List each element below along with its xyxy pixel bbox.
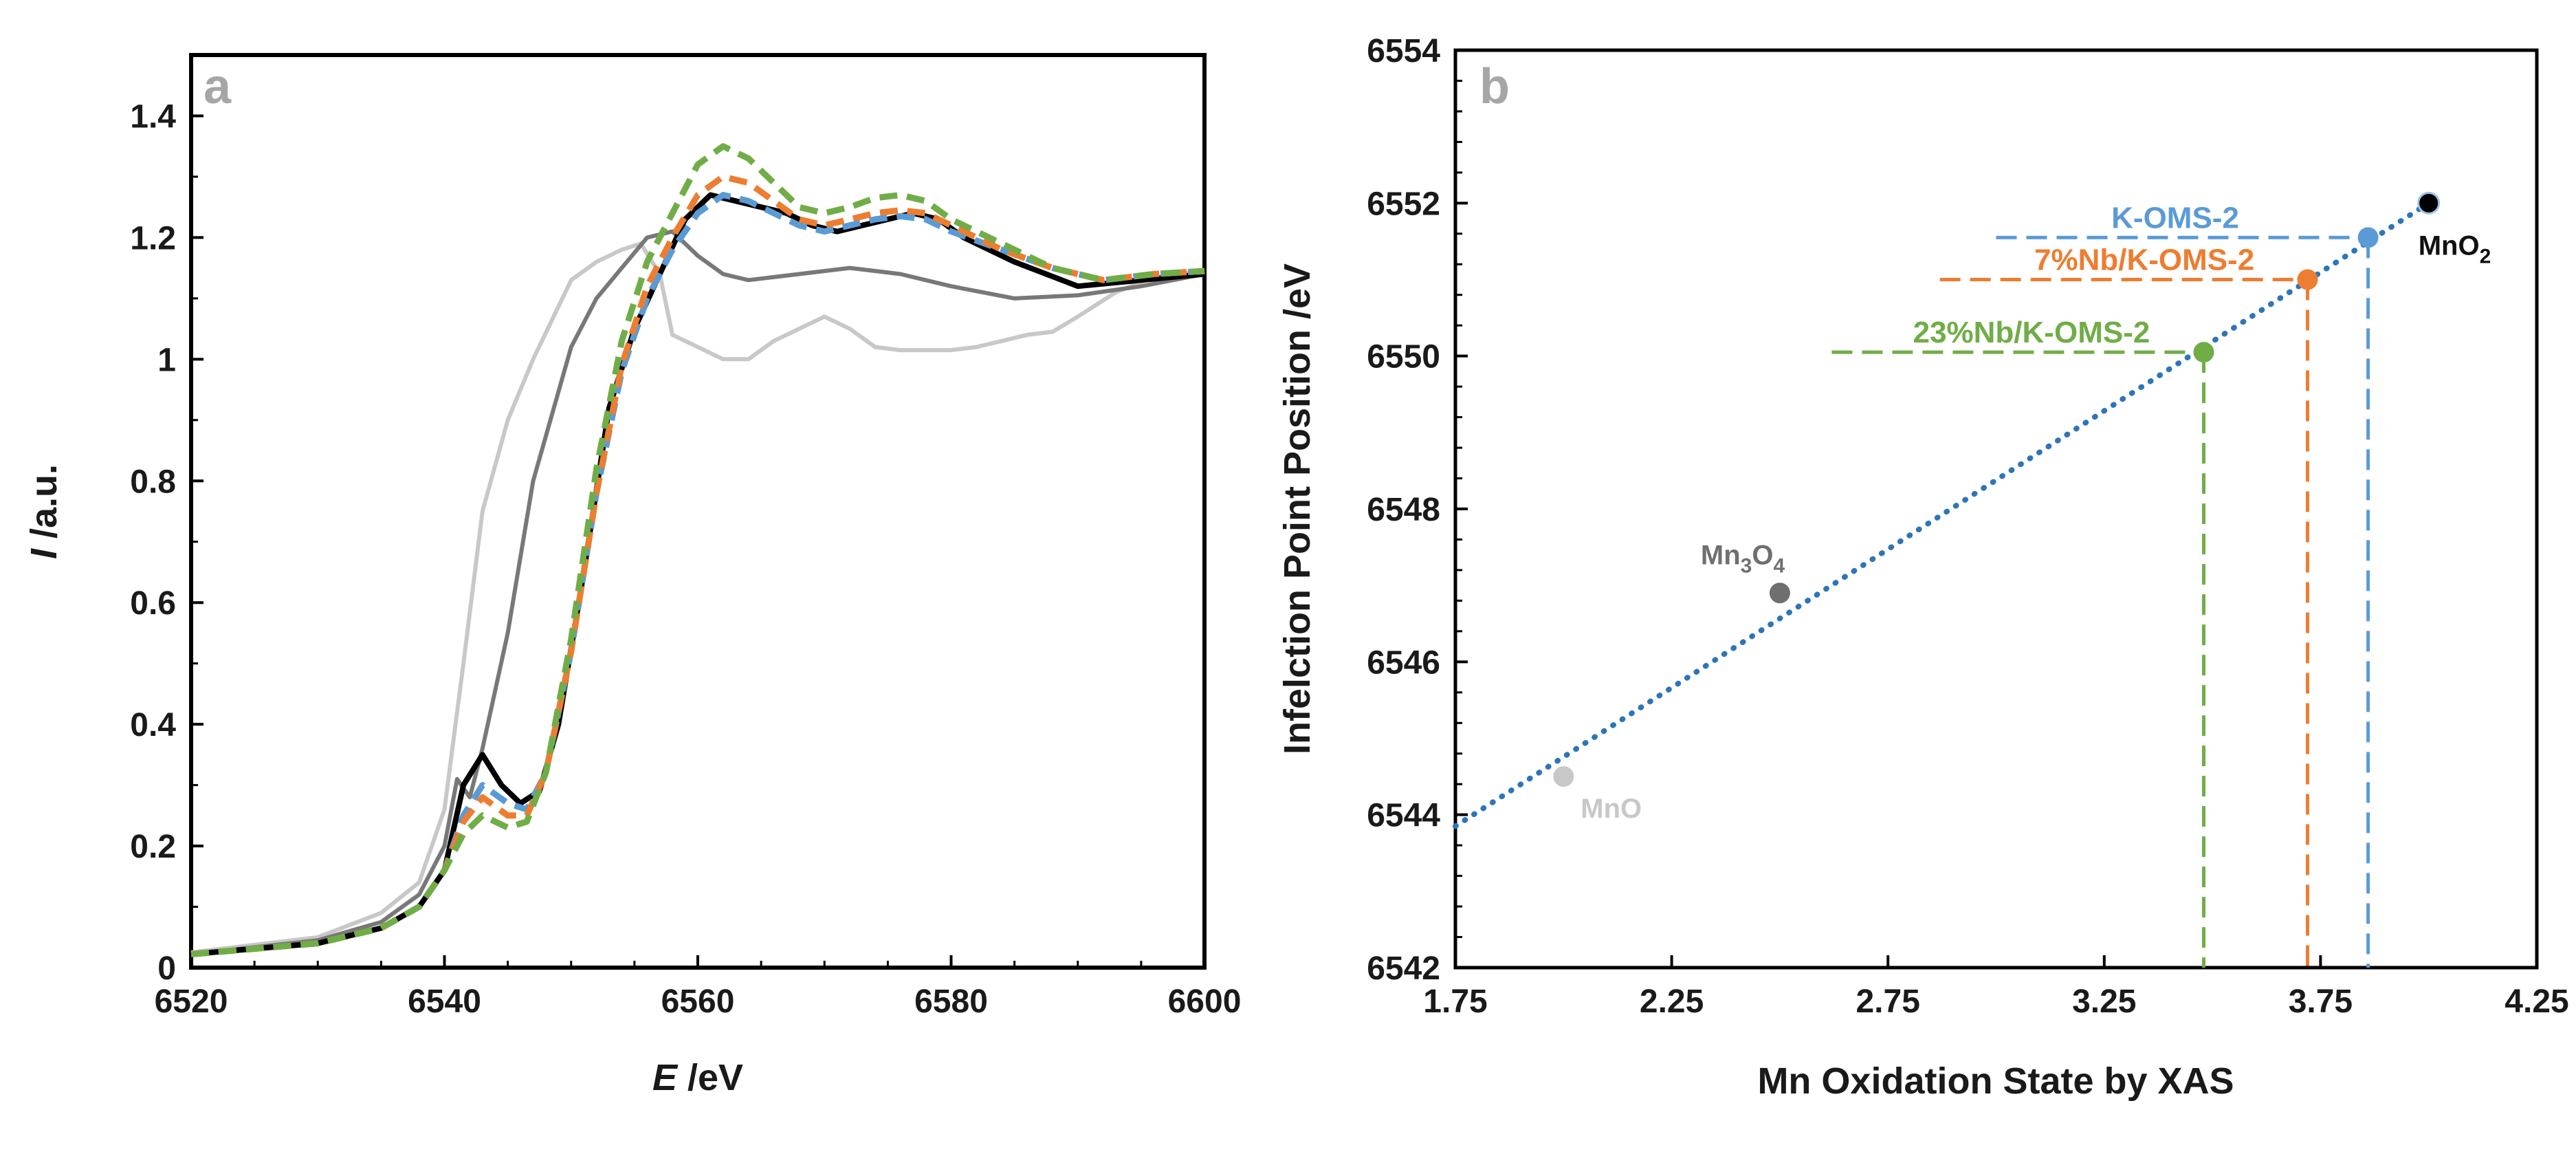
panel-a-y-tick-label: 0.8	[130, 464, 176, 500]
panel-b-y-tick-label: 6550	[1367, 339, 1440, 375]
panel-a-x-tick-label: 6600	[1168, 983, 1242, 1020]
panel-b-x-axis-title: Mn Oxidation State by XAS	[1757, 1060, 2234, 1102]
panel-b-y-tick-label: 6542	[1367, 950, 1440, 987]
panel-a-frame	[189, 53, 1207, 970]
point-mno2	[2417, 191, 2441, 215]
panel-a-x-tick-label: 6520	[155, 983, 228, 1020]
panel-a: a 0 0.2 0.4 0.6 0.8 1 1.2 1.4 6520 6540 6560 6580 6…	[23, 53, 1242, 1098]
panel-a-y-tick-label: 1.2	[130, 220, 176, 257]
series-line-k-oms-2	[190, 192, 1205, 957]
series-line-mno	[190, 241, 1205, 955]
panel-a-y-tick-label: 1.4	[130, 98, 176, 135]
panel-b-y-tick-label: 6546	[1367, 644, 1440, 681]
panel-b-frame	[1453, 48, 2539, 970]
panel-a-y-tick-label: 0	[157, 950, 176, 987]
panel-b-x-tick-label: 2.75	[1856, 983, 1919, 1020]
trendline	[1453, 200, 2432, 829]
panel-b-y-tick-label: 6552	[1367, 186, 1440, 222]
panel-b-y-tick-label: 6554	[1367, 33, 1440, 69]
panel-a-x-tick-label: 6580	[914, 983, 988, 1020]
panel-b-y-axis-title: Infelction Point Position /eV	[1277, 263, 1318, 754]
panel-a-x-tick-label: 6560	[661, 983, 735, 1020]
point-mn3o4	[1769, 583, 1790, 604]
point-23-nb-k-oms-2	[2193, 342, 2214, 363]
point-label-mno2: MnO2	[2419, 230, 2491, 268]
panel-a-y-tick-label: 0.6	[130, 585, 176, 622]
panel-a-y-tick-label: 0.2	[130, 829, 176, 865]
panel-b-x-tick-label: 1.75	[1423, 983, 1487, 1020]
series-line-7-nb-k-oms-2	[190, 173, 1205, 957]
panel-b-x-tick-label: 3.75	[2289, 983, 2353, 1020]
point-label-23-nb-k-oms-2: 23%Nb/K-OMS-2	[1913, 316, 2150, 349]
point-mno	[1553, 766, 1574, 787]
panel-b-x-tick-label: 3.25	[2072, 983, 2136, 1020]
panel-a-y-tick-label: 0.4	[130, 707, 176, 743]
panel-b-label: b	[1479, 59, 1510, 114]
point-7-nb-k-oms-2	[2297, 269, 2318, 290]
series-line-mno2	[190, 192, 1205, 957]
panel-a-y-tick-label: 1	[157, 342, 176, 378]
panel-a-label: a	[203, 59, 232, 114]
point-label-mn3o4: Mn3O4	[1701, 540, 1785, 577]
panel-b-y-tick-label: 6548	[1367, 492, 1440, 528]
panel-b-x-tick-label: 4.25	[2505, 983, 2568, 1020]
panel-b-x-tick-label: 2.25	[1640, 983, 1704, 1020]
series-line-23-nb-k-oms-2	[190, 143, 1205, 957]
panel-b: b 6542 6544 6546 6548 6550 6552 6554 1.75 2.25 2…	[1277, 33, 2569, 1102]
point-label-k-oms-2: K-OMS-2	[2111, 201, 2239, 235]
panel-b-y-tick-label: 6544	[1367, 798, 1440, 834]
panel-a-x-tick-label: 6540	[408, 983, 481, 1020]
point-label-mno: MnO	[1581, 794, 1642, 824]
panel-a-y-axis-title: I /a.u.	[23, 464, 65, 559]
point-label-7-nb-k-oms-2: 7%Nb/K-OMS-2	[2034, 243, 2254, 277]
point-k-oms-2	[2357, 227, 2379, 248]
panel-a-x-axis-title: E /eV	[652, 1057, 743, 1098]
series-line-mn3o4	[190, 229, 1205, 957]
